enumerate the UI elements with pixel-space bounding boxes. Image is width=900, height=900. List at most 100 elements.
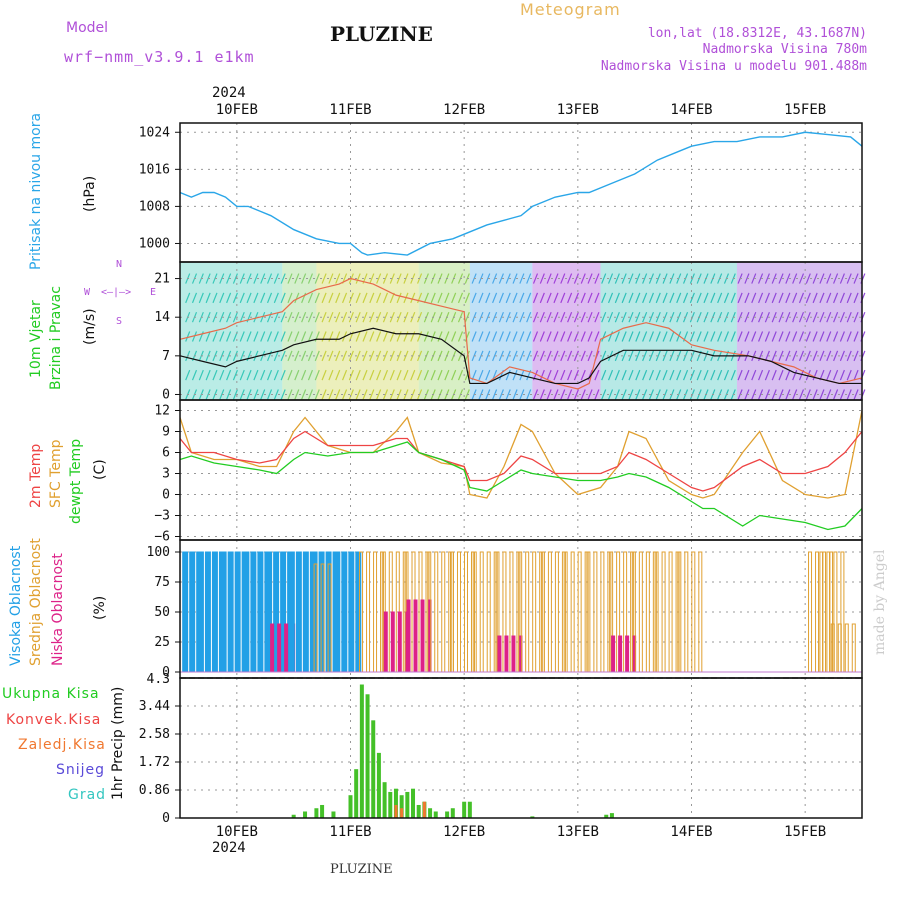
wind-barb	[205, 331, 211, 342]
wind-speed-line	[179, 327, 862, 385]
y-tick-label: 12	[154, 404, 170, 419]
wind-barb	[287, 292, 293, 304]
wind-barb	[369, 350, 375, 362]
wind-barb	[587, 292, 593, 304]
wind-barb	[294, 369, 300, 381]
wind-barb	[771, 331, 777, 342]
year-label-bottom: 2024	[212, 840, 246, 856]
wind-barb	[689, 292, 695, 304]
wind-barb	[287, 311, 293, 323]
wind-barb	[580, 331, 586, 342]
wind-barb	[607, 350, 614, 362]
wind-barb	[239, 350, 245, 362]
wind-barb	[826, 389, 832, 400]
wind-barb	[812, 350, 818, 362]
wind-barb	[539, 331, 545, 342]
wind-barb	[833, 389, 839, 400]
wind-barb	[389, 273, 395, 284]
wind-barb	[280, 389, 286, 400]
wind-barb	[826, 273, 832, 284]
wind-barb	[771, 389, 777, 400]
precip-bar	[320, 804, 325, 818]
wind-barb	[648, 389, 655, 400]
wind-barb	[642, 369, 648, 381]
wind-barb	[662, 292, 668, 304]
wind-barb	[526, 331, 532, 342]
wind-barb	[328, 292, 334, 304]
wind-barb	[301, 273, 307, 284]
wind-barb	[505, 331, 511, 342]
wind-barb	[573, 311, 579, 323]
y-tick-label: 0.86	[139, 783, 170, 798]
wind-barb	[758, 331, 764, 342]
wind-barb	[853, 273, 859, 284]
wind-barb	[737, 331, 743, 342]
wind-field-band	[418, 262, 470, 400]
wind-barb	[266, 369, 273, 381]
wind-barb	[567, 311, 573, 323]
wind-barb	[737, 292, 743, 304]
wind-barb	[846, 350, 852, 362]
cloud-bar	[182, 551, 189, 673]
wind-barb	[833, 292, 839, 304]
wind-barb	[553, 331, 559, 342]
wind-barb	[853, 389, 859, 400]
wind-barb	[792, 369, 798, 381]
wind-barb	[314, 369, 320, 381]
wind-barb	[185, 292, 191, 304]
wind-barb	[246, 369, 252, 381]
wind-barb	[307, 369, 314, 381]
wind-barb	[628, 389, 634, 400]
wind-barb	[498, 331, 504, 342]
wind-barb	[287, 369, 293, 381]
wind-barb	[212, 331, 218, 342]
y-tick-label: 9	[162, 425, 170, 440]
wind-barb	[553, 292, 559, 304]
wind-barb	[273, 369, 279, 381]
wind-barb	[253, 350, 259, 362]
cloud-bar	[189, 551, 196, 673]
wind-barb	[287, 273, 293, 284]
wind-barb	[451, 369, 457, 381]
wind-barb	[703, 292, 709, 304]
wind-barb	[839, 273, 845, 284]
wind-barb	[307, 331, 314, 342]
wind-barb	[212, 273, 218, 284]
wind-barb	[717, 292, 723, 304]
wind-barb	[212, 311, 218, 323]
wind-barb	[191, 331, 198, 342]
wind-barb	[451, 292, 457, 304]
precip-bar	[400, 808, 404, 818]
wind-barb	[369, 331, 375, 342]
wind-barb	[792, 350, 798, 362]
wind-barb	[846, 389, 852, 400]
y-tick-label: 0	[162, 488, 170, 503]
wind-barb	[239, 331, 245, 342]
wind-barb	[573, 389, 579, 400]
wind-barb	[273, 350, 279, 362]
wind-barb	[457, 369, 464, 381]
cloud-bar	[243, 551, 250, 673]
wind-barb	[785, 273, 791, 284]
wind-barb	[764, 331, 770, 342]
compass-west: W	[84, 287, 91, 298]
wind-barb	[580, 311, 586, 323]
compass-east: E	[150, 287, 157, 298]
precip-bar	[450, 808, 455, 818]
wind-barb	[532, 292, 539, 304]
precip-bar	[348, 795, 353, 818]
wind-barb	[348, 389, 354, 400]
wind-barb	[798, 311, 805, 323]
wind-barb	[696, 369, 702, 381]
cloud-bar	[227, 551, 234, 673]
wind-barb	[567, 389, 573, 400]
x-tick-label-bottom: 15FEB	[784, 824, 826, 840]
wind-barb	[498, 311, 504, 323]
wind-barb	[751, 350, 757, 362]
precip-bar	[422, 801, 426, 818]
wind-barb	[232, 389, 238, 400]
wind-barb	[621, 369, 627, 381]
wind-barb	[307, 350, 314, 362]
cloud-bar	[197, 551, 204, 673]
wind-barb	[839, 311, 845, 323]
